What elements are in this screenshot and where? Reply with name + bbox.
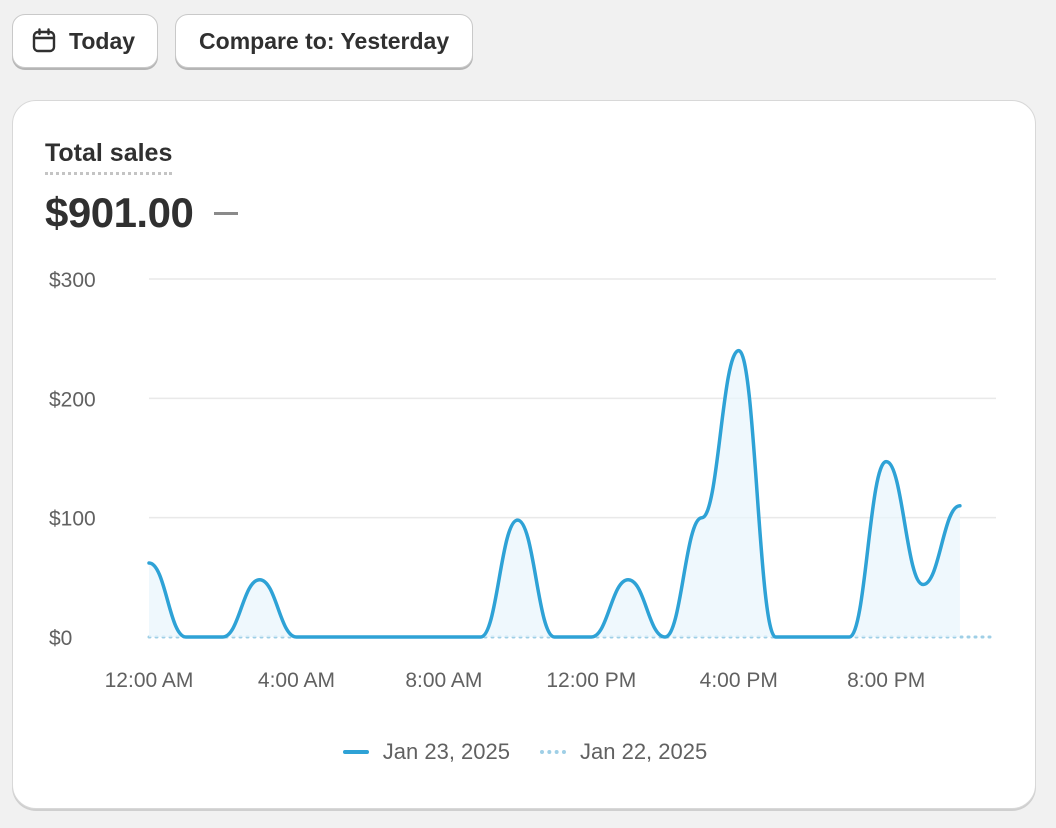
- chart-legend: Jan 23, 2025 Jan 22, 2025: [13, 739, 1037, 765]
- series-area-current: [149, 350, 960, 637]
- calendar-icon: [32, 28, 56, 53]
- compare-button[interactable]: Compare to: Yesterday: [175, 14, 474, 68]
- series-line-current: [147, 348, 962, 639]
- date-range-label: Today: [69, 27, 136, 54]
- legend-swatch-current: [342, 750, 369, 754]
- y-tick-label: $0: [49, 627, 72, 650]
- legend-item-current[interactable]: Jan 23, 2025: [342, 739, 510, 765]
- date-range-button[interactable]: Today: [12, 14, 159, 68]
- y-tick-label: $300: [49, 269, 96, 292]
- x-tick-label: 4:00 PM: [700, 669, 778, 692]
- compare-label: Compare to: Yesterday: [199, 27, 450, 54]
- x-tick-label: 4:00 AM: [258, 669, 335, 692]
- legend-swatch-previous: [540, 750, 566, 754]
- x-tick-label: 8:00 PM: [847, 669, 925, 692]
- legend-item-previous[interactable]: Jan 22, 2025: [540, 739, 707, 765]
- legend-label-previous: Jan 22, 2025: [580, 739, 708, 764]
- metric-value: $901.00: [45, 189, 194, 236]
- legend-label-current: Jan 23, 2025: [382, 739, 510, 764]
- x-tick-label: 12:00 PM: [546, 669, 636, 692]
- y-tick-label: $200: [49, 388, 96, 411]
- metric-change-indicator: [214, 212, 238, 215]
- x-tick-label: 12:00 AM: [105, 669, 194, 692]
- y-tick-label: $100: [49, 508, 96, 531]
- x-tick-label: 8:00 AM: [405, 669, 482, 692]
- sales-line-chart[interactable]: $0 $100 $200 $300 12:00 AM 4:00 AM 8:00 AM 12:0…: [13, 101, 1037, 741]
- total-sales-card: Total sales $901.00 $0 $100 $200 $300 12:00 …: [12, 100, 1036, 809]
- toolbar: Today Compare to: Yesterday: [12, 14, 474, 68]
- metric-title[interactable]: Total sales: [45, 139, 173, 175]
